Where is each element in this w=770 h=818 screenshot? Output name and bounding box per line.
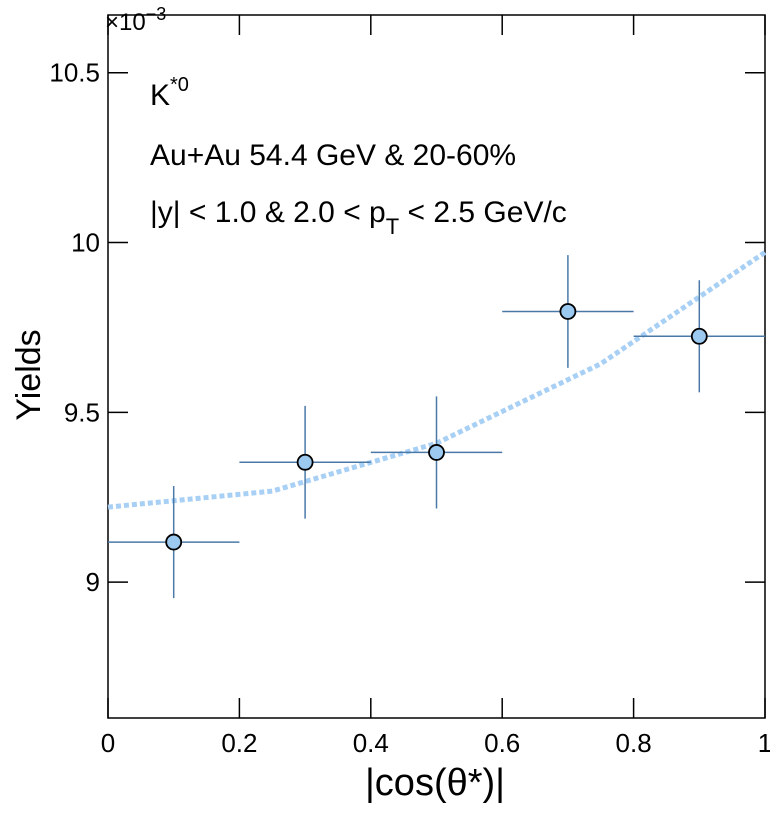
x-tick-label: 1	[758, 728, 770, 758]
y-axis-label: Yields	[10, 329, 48, 420]
cuts-pre: |y| < 1.0 & 2.0 < p	[150, 196, 386, 229]
cuts-post: < 2.5 GeV/c	[399, 196, 567, 229]
x-tick-label: 0.6	[484, 728, 520, 758]
particle-base: K	[150, 79, 170, 112]
annotation-system: Au+Au 54.4 GeV & 20-60%	[150, 139, 516, 172]
data-point	[165, 533, 183, 551]
annotation-particle: K*0	[150, 74, 189, 112]
x-tick-label: 0.4	[353, 728, 389, 758]
y-tick-label: 10	[71, 228, 100, 258]
x-tick-label: 0.8	[616, 728, 652, 758]
data-point	[559, 303, 577, 320]
exponent-base: ×10	[105, 9, 146, 36]
particle-sup: *0	[170, 74, 189, 96]
plot-frame	[107, 14, 766, 719]
exponent-power: −3	[146, 4, 167, 24]
cuts-sub: T	[386, 214, 399, 239]
data-point	[690, 327, 708, 345]
axis-exponent: ×10−3	[105, 4, 166, 36]
y-tick-label: 9.5	[64, 397, 100, 427]
x-tick-label: 0.2	[221, 728, 257, 758]
x-tick-label: 0	[101, 728, 115, 758]
data-point	[428, 444, 445, 461]
y-tick-label: 9	[86, 567, 100, 597]
y-tick-label: 10.5	[49, 58, 100, 88]
annotation-cuts: |y| < 1.0 & 2.0 < pT < 2.5 GeV/c	[150, 196, 567, 239]
data-point	[296, 453, 314, 471]
x-axis-label: |cos(θ*)|	[365, 762, 505, 804]
